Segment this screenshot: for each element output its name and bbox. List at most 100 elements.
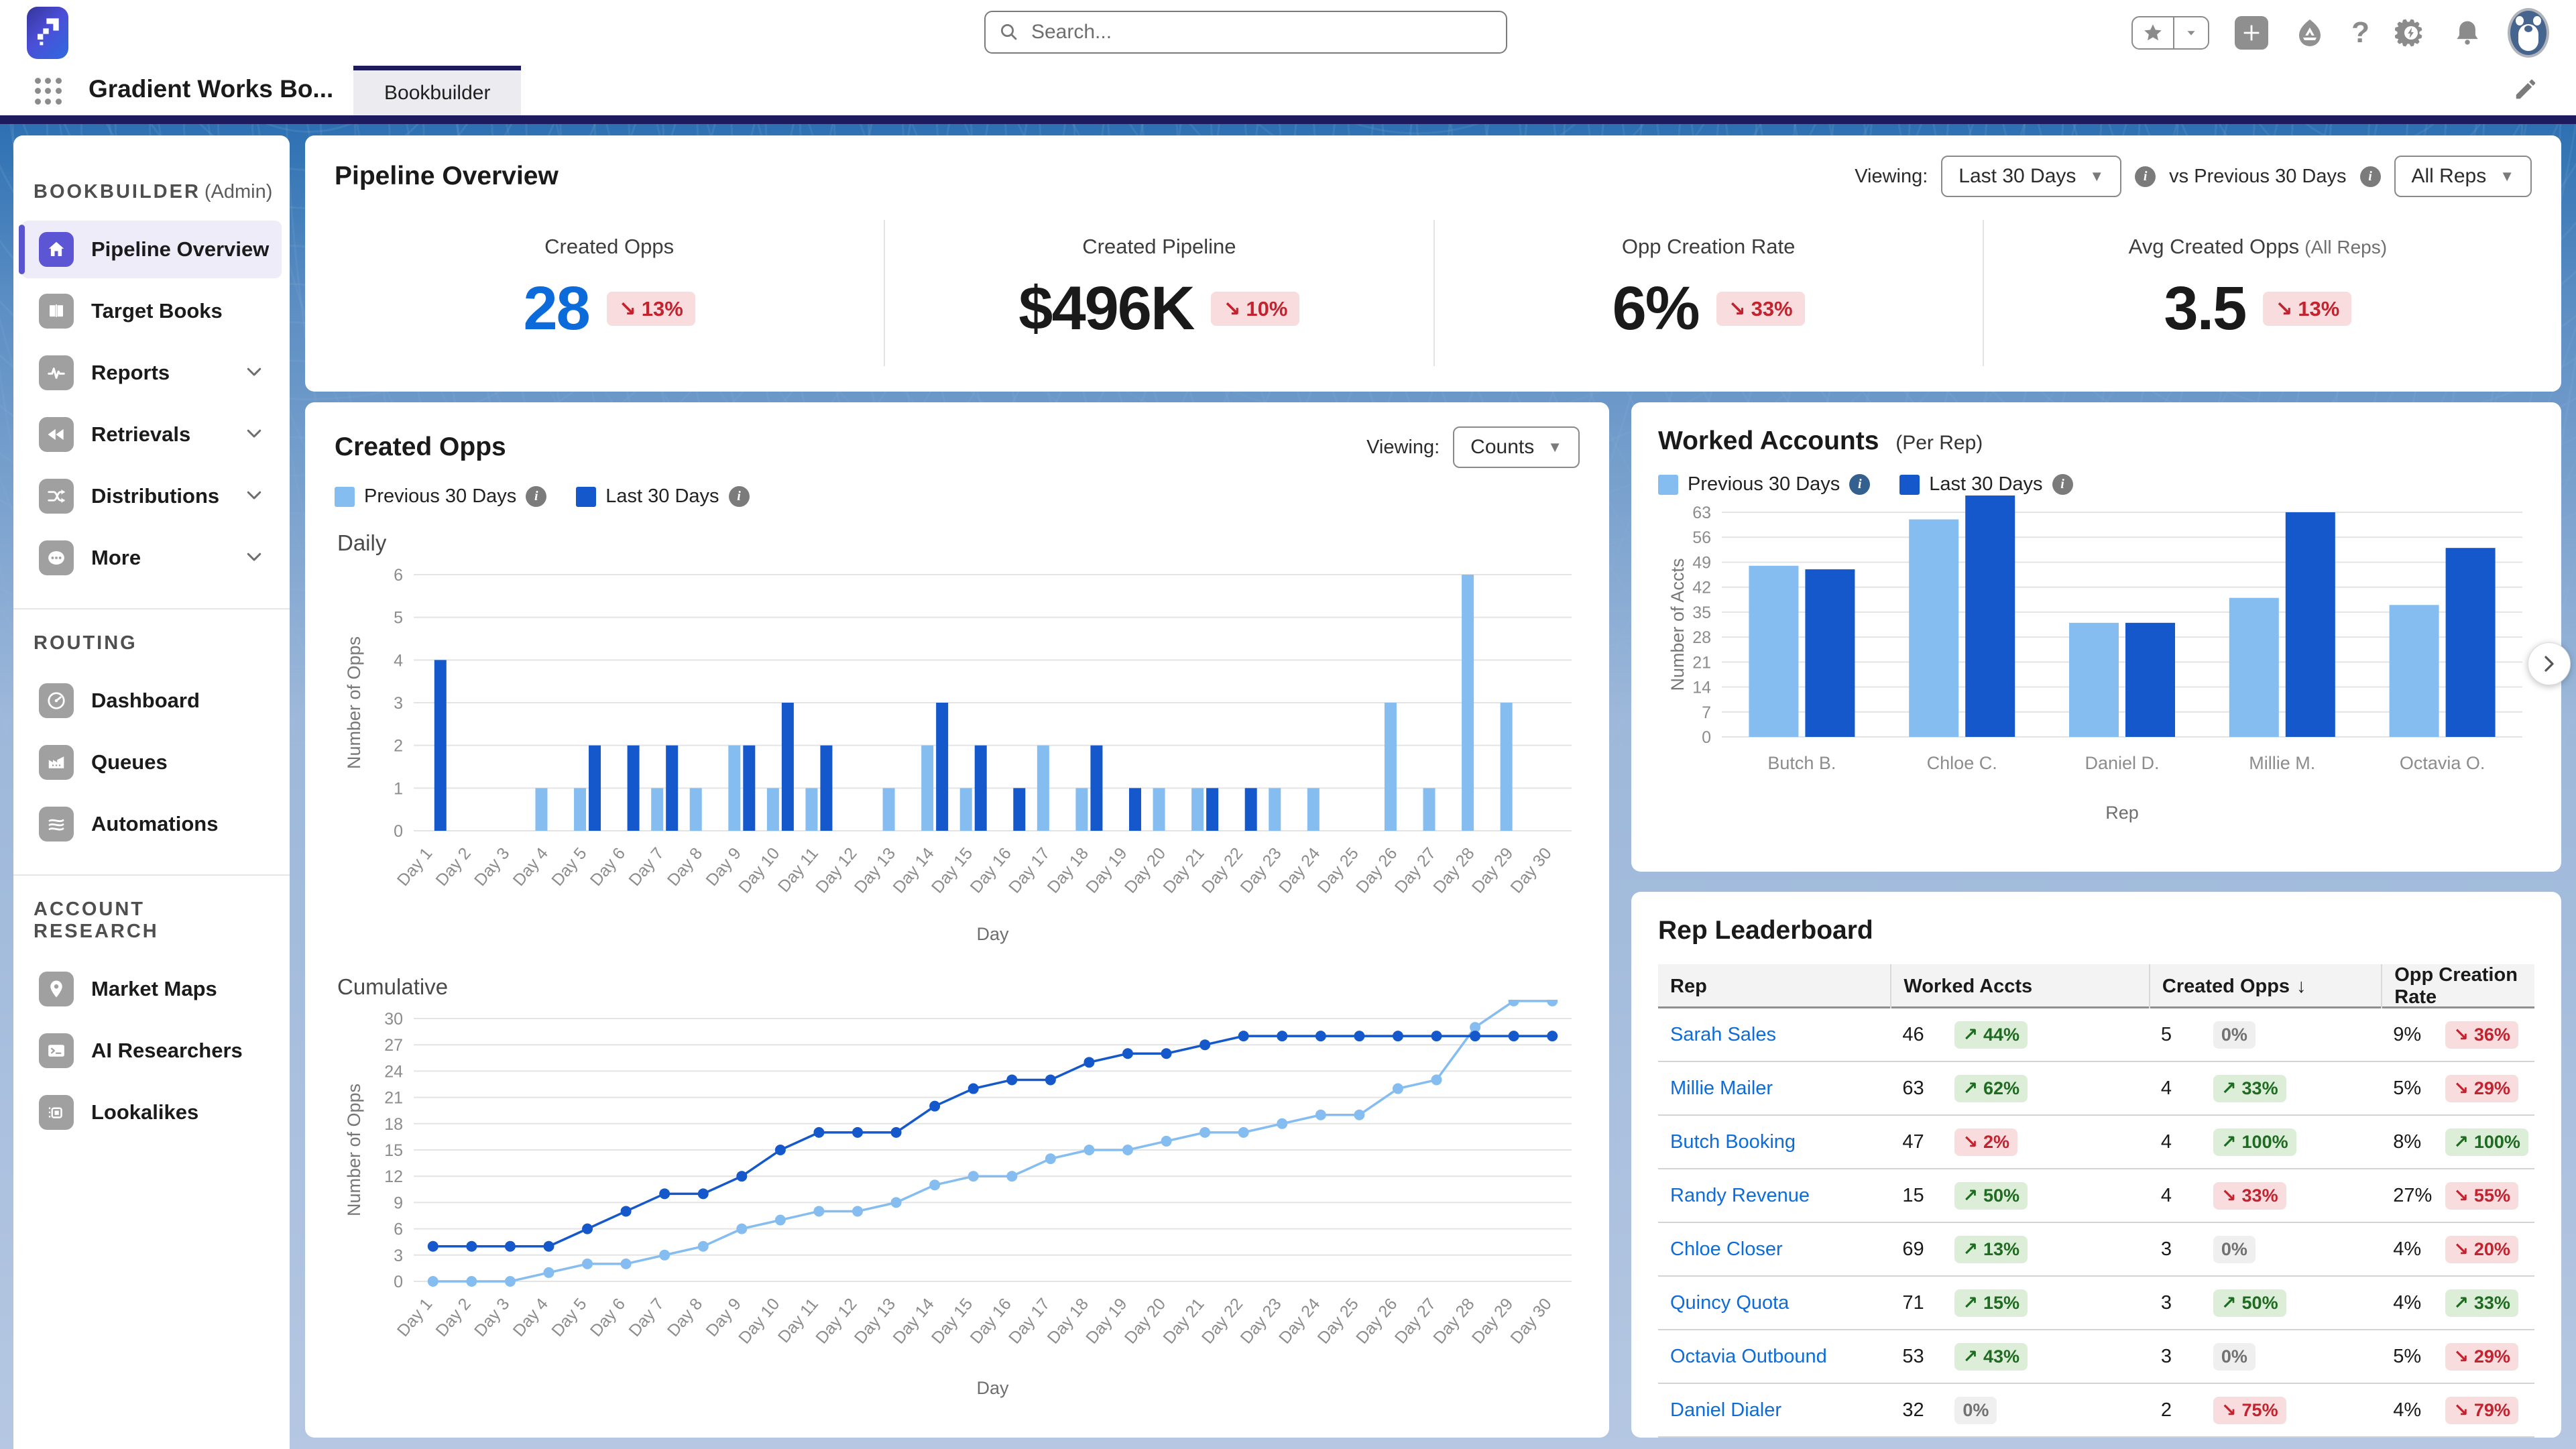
gradient-works-logo[interactable] (27, 7, 68, 59)
info-icon[interactable]: i (1849, 474, 1871, 495)
date-range-dropdown[interactable]: Last 30 Days ▼ (1941, 156, 2122, 197)
legend-item-previous-30-days[interactable]: Previous 30 Days i (1658, 473, 1871, 496)
table-row[interactable]: Sarah Sales 46 ↗ 44% 5 0% 9% ↘ 36% (1658, 1008, 2534, 1062)
chevron-down-icon[interactable] (244, 485, 264, 508)
quick-add-button[interactable] (2235, 16, 2269, 50)
app-name[interactable]: Gradient Works Bo... (89, 75, 334, 103)
global-search[interactable] (984, 11, 1507, 54)
delta-badge-up: ↗ 62% (1954, 1074, 2028, 1102)
rep-cell: Millie Mailer (1658, 1078, 1890, 1100)
rep-cell: Butch Booking (1658, 1131, 1890, 1153)
favorites-control[interactable] (2131, 16, 2210, 50)
delta-badge-up: ↗ 33% (2213, 1074, 2286, 1102)
rep-link[interactable]: Millie Mailer (1670, 1077, 1773, 1099)
sidebar-item-pipeline-overview[interactable]: Pipeline Overview (19, 221, 282, 278)
carousel-next-button[interactable] (2528, 642, 2571, 685)
sidebar-item-automations[interactable]: Automations (21, 795, 282, 853)
kpi-value: 3.5 (2164, 274, 2247, 343)
chevron-down-icon[interactable] (244, 423, 264, 447)
top-navigation-bar: ? (0, 0, 2576, 66)
opp-creation-rate-cell: 4% ↘ 20% (2381, 1235, 2534, 1263)
table-row[interactable]: Randy Revenue 15 ↗ 50% 4 ↘ 33% 27% ↘ 55% (1658, 1169, 2534, 1223)
svg-text:Day 17: Day 17 (1005, 844, 1053, 897)
table-row[interactable]: Quincy Quota 71 ↗ 15% 3 ↗ 50% 4% ↗ 33% (1658, 1277, 2534, 1330)
sidebar-item-lookalikes[interactable]: Lookalikes (21, 1084, 282, 1141)
delta-value: 0% (2221, 1238, 2247, 1259)
sidebar-item-more[interactable]: More (21, 529, 282, 587)
setup-gear-icon[interactable] (2395, 17, 2427, 49)
delta-value: 13% (1983, 1238, 2020, 1259)
svg-text:63: 63 (1692, 504, 1711, 522)
sidebar-item-label: Reports (91, 361, 170, 384)
help-icon[interactable]: ? (2351, 16, 2369, 49)
app-launcher-icon[interactable] (35, 78, 62, 105)
sidebar-item-distributions[interactable]: Distributions (21, 467, 282, 525)
created-opps-cell: 5 0% (2149, 1021, 2381, 1049)
rep-link[interactable]: Sarah Sales (1670, 1023, 1776, 1045)
legend-item-last-30-days[interactable]: Last 30 Days i (1899, 473, 2073, 496)
chevron-down-icon[interactable] (244, 546, 264, 570)
sidebar-item-retrievals[interactable]: Retrievals (21, 406, 282, 463)
kpi-value-row: 3.5 ↘ 13% (2164, 274, 2352, 343)
column-header-created-opps[interactable]: Created Opps ↓ (2148, 964, 2381, 1008)
table-row[interactable]: Millie Mailer 63 ↗ 62% 4 ↗ 33% 5% ↘ 29% (1658, 1062, 2534, 1116)
svg-text:Day 3: Day 3 (471, 844, 513, 890)
favorites-star-icon[interactable] (2133, 17, 2173, 48)
rep-link[interactable]: Quincy Quota (1670, 1291, 1790, 1314)
user-avatar[interactable] (2508, 8, 2549, 58)
svg-text:Day 22: Day 22 (1198, 844, 1246, 897)
sidebar-item-ai-researchers[interactable]: AI Researchers (21, 1022, 282, 1080)
created-opps-cell: 3 0% (2149, 1235, 2381, 1263)
sidebar-item-target-books[interactable]: Target Books (21, 282, 282, 340)
table-row[interactable]: Chloe Closer 69 ↗ 13% 3 0% 4% ↘ 20% (1658, 1223, 2534, 1277)
sidebar-item-label: Dashboard (91, 689, 200, 712)
info-icon[interactable]: i (728, 486, 750, 507)
sidebar-section-header: ACCOUNT RESEARCH (13, 882, 290, 956)
table-row[interactable]: Butch Booking 47 ↘ 2% 4 ↗ 100% 8% ↗ 100% (1658, 1116, 2534, 1169)
svg-text:56: 56 (1692, 528, 1711, 547)
favorites-dropdown-icon[interactable] (2173, 17, 2208, 48)
notifications-bell-icon[interactable] (2453, 18, 2482, 48)
guidance-center-icon[interactable] (2294, 17, 2326, 49)
chevron-down-icon[interactable] (244, 361, 264, 385)
rep-link[interactable]: Octavia Outbound (1670, 1345, 1827, 1367)
sidebar-item-dashboard[interactable]: Dashboard (21, 672, 282, 730)
reps-filter-dropdown[interactable]: All Reps ▼ (2394, 156, 2532, 197)
delta-badge-down: ↘ 10% (1211, 291, 1300, 326)
kpi-label-text: Created Opps (544, 235, 675, 258)
column-header-label: Opp Creation Rate (2394, 964, 2518, 1008)
rep-cell: Quincy Quota (1658, 1292, 1890, 1314)
svg-text:Millie M.: Millie M. (2249, 753, 2315, 773)
terminal-icon (39, 1033, 74, 1068)
sidebar-item-queues[interactable]: Queues (21, 734, 282, 791)
edit-tabs-pencil-icon[interactable] (2513, 76, 2538, 105)
rep-link[interactable]: Daniel Dialer (1670, 1399, 1782, 1421)
search-input[interactable] (1029, 20, 1492, 44)
rep-link[interactable]: Butch Booking (1670, 1131, 1796, 1153)
info-icon[interactable]: i (2135, 166, 2156, 187)
table-row[interactable]: Octavia Outbound 53 ↗ 43% 3 0% 5% ↘ 29% (1658, 1330, 2534, 1384)
column-header-worked-accts[interactable]: Worked Accts (1890, 964, 2149, 1008)
rep-link[interactable]: Chloe Closer (1670, 1238, 1783, 1260)
svg-text:Day 12: Day 12 (812, 844, 860, 897)
tab-bookbuilder[interactable]: Bookbuilder (353, 66, 522, 115)
legend-item-previous-30-days[interactable]: Previous 30 Days i (335, 485, 547, 508)
table-row[interactable]: Daniel Dialer 32 0% 2 ↘ 75% 4% ↘ 79% (1658, 1384, 2534, 1438)
legend-item-last-30-days[interactable]: Last 30 Days i (576, 485, 750, 508)
info-icon[interactable]: i (526, 486, 547, 507)
rep-link[interactable]: Randy Revenue (1670, 1184, 1810, 1206)
kpi-value-row: 28 ↘ 13% (523, 278, 695, 339)
info-icon[interactable]: i (2052, 474, 2073, 495)
sidebar-section-bookbuilder: BOOKBUILDER (Admin) Pipeline Overview Targe… (13, 158, 290, 608)
info-icon[interactable]: i (2359, 166, 2381, 187)
counts-dropdown[interactable]: Counts ▼ (1453, 426, 1580, 468)
sidebar-item-market-maps[interactable]: Market Maps (21, 960, 282, 1018)
svg-text:Day 6: Day 6 (587, 844, 629, 890)
svg-text:Day 14: Day 14 (889, 844, 937, 897)
created-opps-cell: 4 ↗ 100% (2149, 1128, 2381, 1156)
svg-text:Day 7: Day 7 (625, 1295, 667, 1340)
column-header-rep[interactable]: Rep (1658, 964, 1890, 1008)
column-header-opp-creation-rate[interactable]: Opp Creation Rate (2381, 964, 2534, 1008)
delta-value: 0% (1963, 1399, 1989, 1420)
sidebar-item-reports[interactable]: Reports (21, 344, 282, 402)
